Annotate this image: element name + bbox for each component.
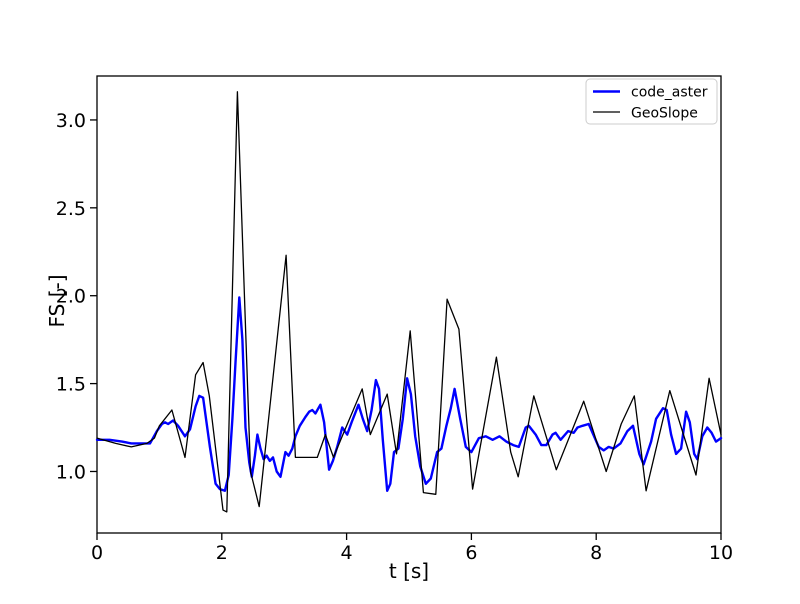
x-tick-label: 8 — [590, 542, 602, 564]
x-axis: 0 2 4 6 8 10 — [91, 533, 733, 564]
x-tick-label: 4 — [341, 542, 353, 564]
legend: code_aster GeoSlope — [585, 78, 718, 125]
y-axis-label: FS [-] — [45, 274, 69, 327]
legend-label-geoslope: GeoSlope — [631, 106, 698, 122]
series-line-code_aster — [95, 296, 723, 492]
plot-area-frame — [96, 75, 722, 534]
legend-label-code-aster: code_aster — [631, 85, 708, 101]
x-axis-label: t [s] — [389, 559, 429, 583]
series-lines — [95, 91, 723, 513]
x-tick-label: 10 — [709, 542, 733, 564]
y-tick-label: 3.0 — [56, 110, 86, 132]
y-tick-label: 1.0 — [56, 461, 86, 483]
y-tick-label: 2.0 — [56, 286, 86, 308]
x-tick-label: 0 — [91, 542, 103, 564]
x-tick-label: 6 — [465, 542, 477, 564]
x-tick-label: 2 — [216, 542, 228, 564]
y-tick-label: 2.5 — [56, 198, 86, 220]
y-axis: 1.0 1.5 2.0 2.5 3.0 — [56, 110, 97, 483]
series-line-GeoSlope — [96, 91, 722, 513]
y-tick-label: 1.5 — [56, 374, 86, 396]
legend-box — [585, 78, 718, 125]
